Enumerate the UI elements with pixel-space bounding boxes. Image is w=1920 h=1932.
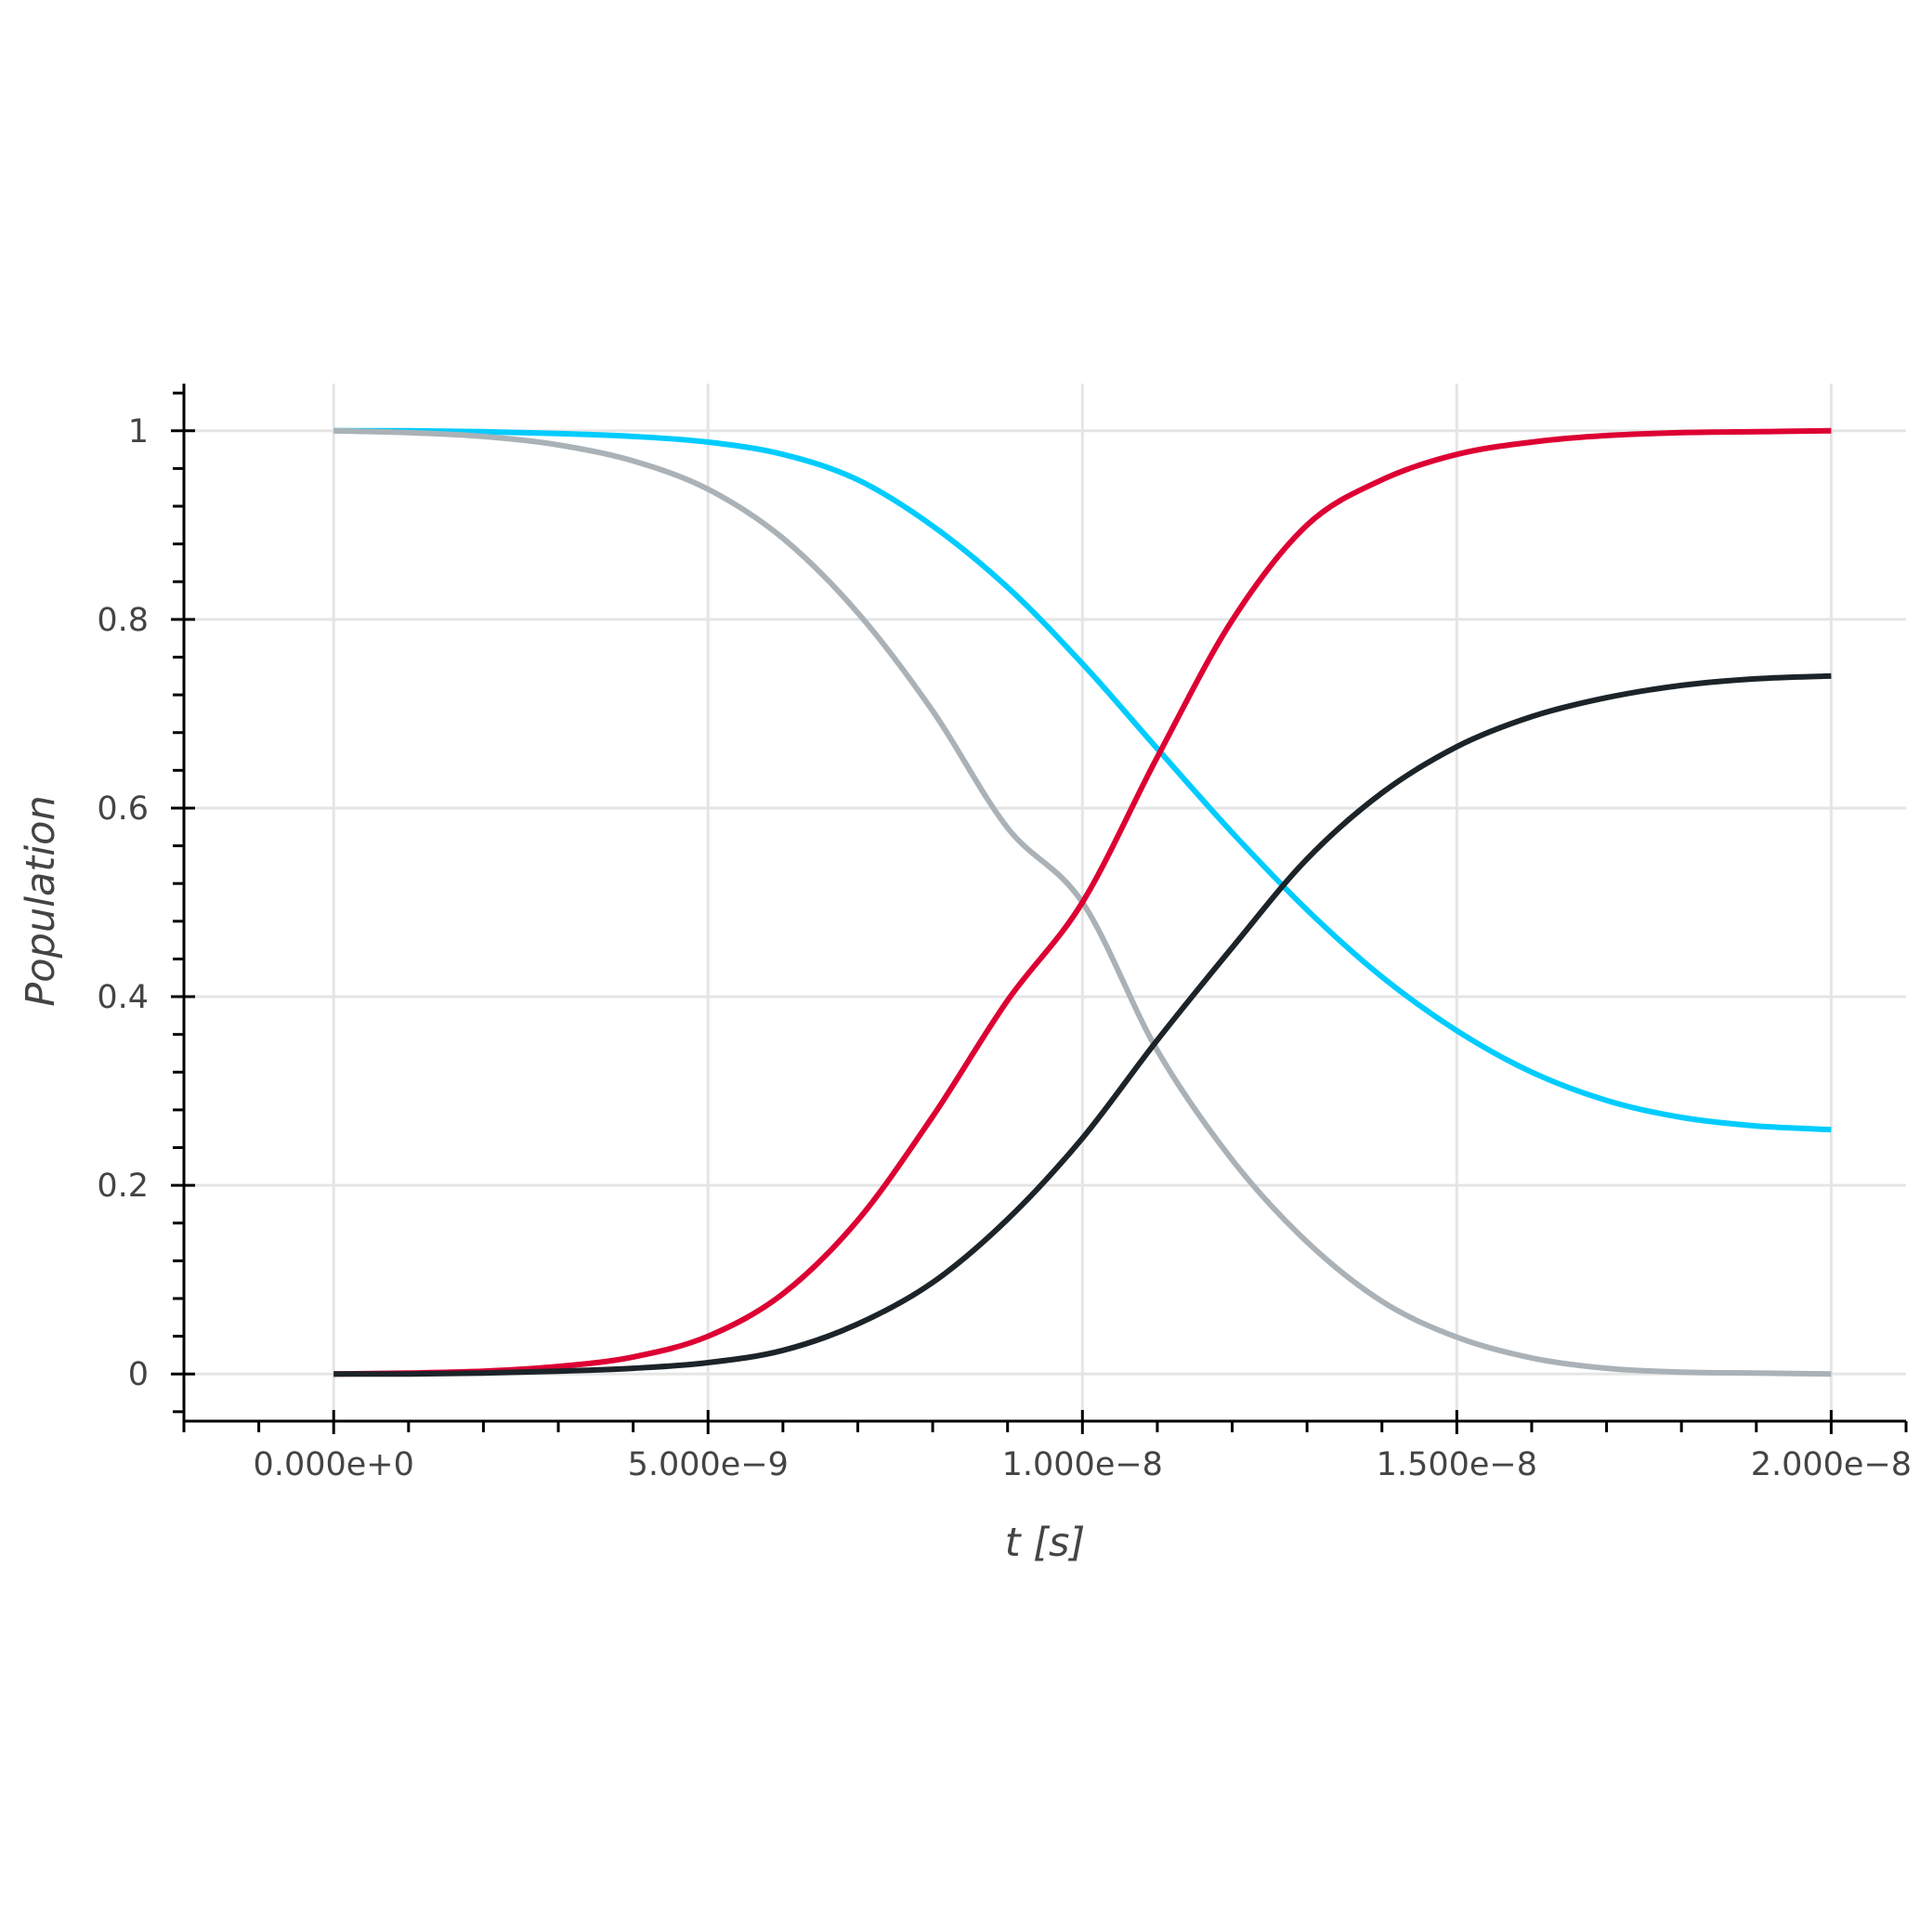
y-tick-label: 1 (128, 413, 149, 450)
axes (171, 384, 1908, 1434)
y-tick-label: 0.4 (97, 979, 149, 1016)
y-tick-label: 0.8 (97, 602, 149, 639)
series-line (333, 427, 1832, 1133)
series-line (333, 672, 1832, 1377)
series-layer (333, 427, 1832, 1377)
series-line (333, 427, 1832, 1377)
y-tick-label: 0.6 (97, 790, 149, 828)
x-tick-label: 5.000e−9 (628, 1446, 789, 1483)
x-tick-label: 1.500e−8 (1377, 1446, 1537, 1483)
y-tick-label: 0.2 (97, 1168, 149, 1205)
tick-labels: 0.000e+0 5.000e−9 1.000e−8 1.500e−8 2.000e−8… (97, 413, 1912, 1483)
y-tick-label: 0 (128, 1356, 149, 1393)
y-axis-title: Population (18, 795, 64, 1006)
x-tick-label: 0.000e+0 (254, 1446, 414, 1483)
x-tick-label: 1.000e−8 (1002, 1446, 1163, 1483)
x-axis-title: t [s] (1005, 1520, 1085, 1566)
grid (184, 384, 1906, 1421)
x-tick-label: 2.000e−8 (1751, 1446, 1912, 1483)
